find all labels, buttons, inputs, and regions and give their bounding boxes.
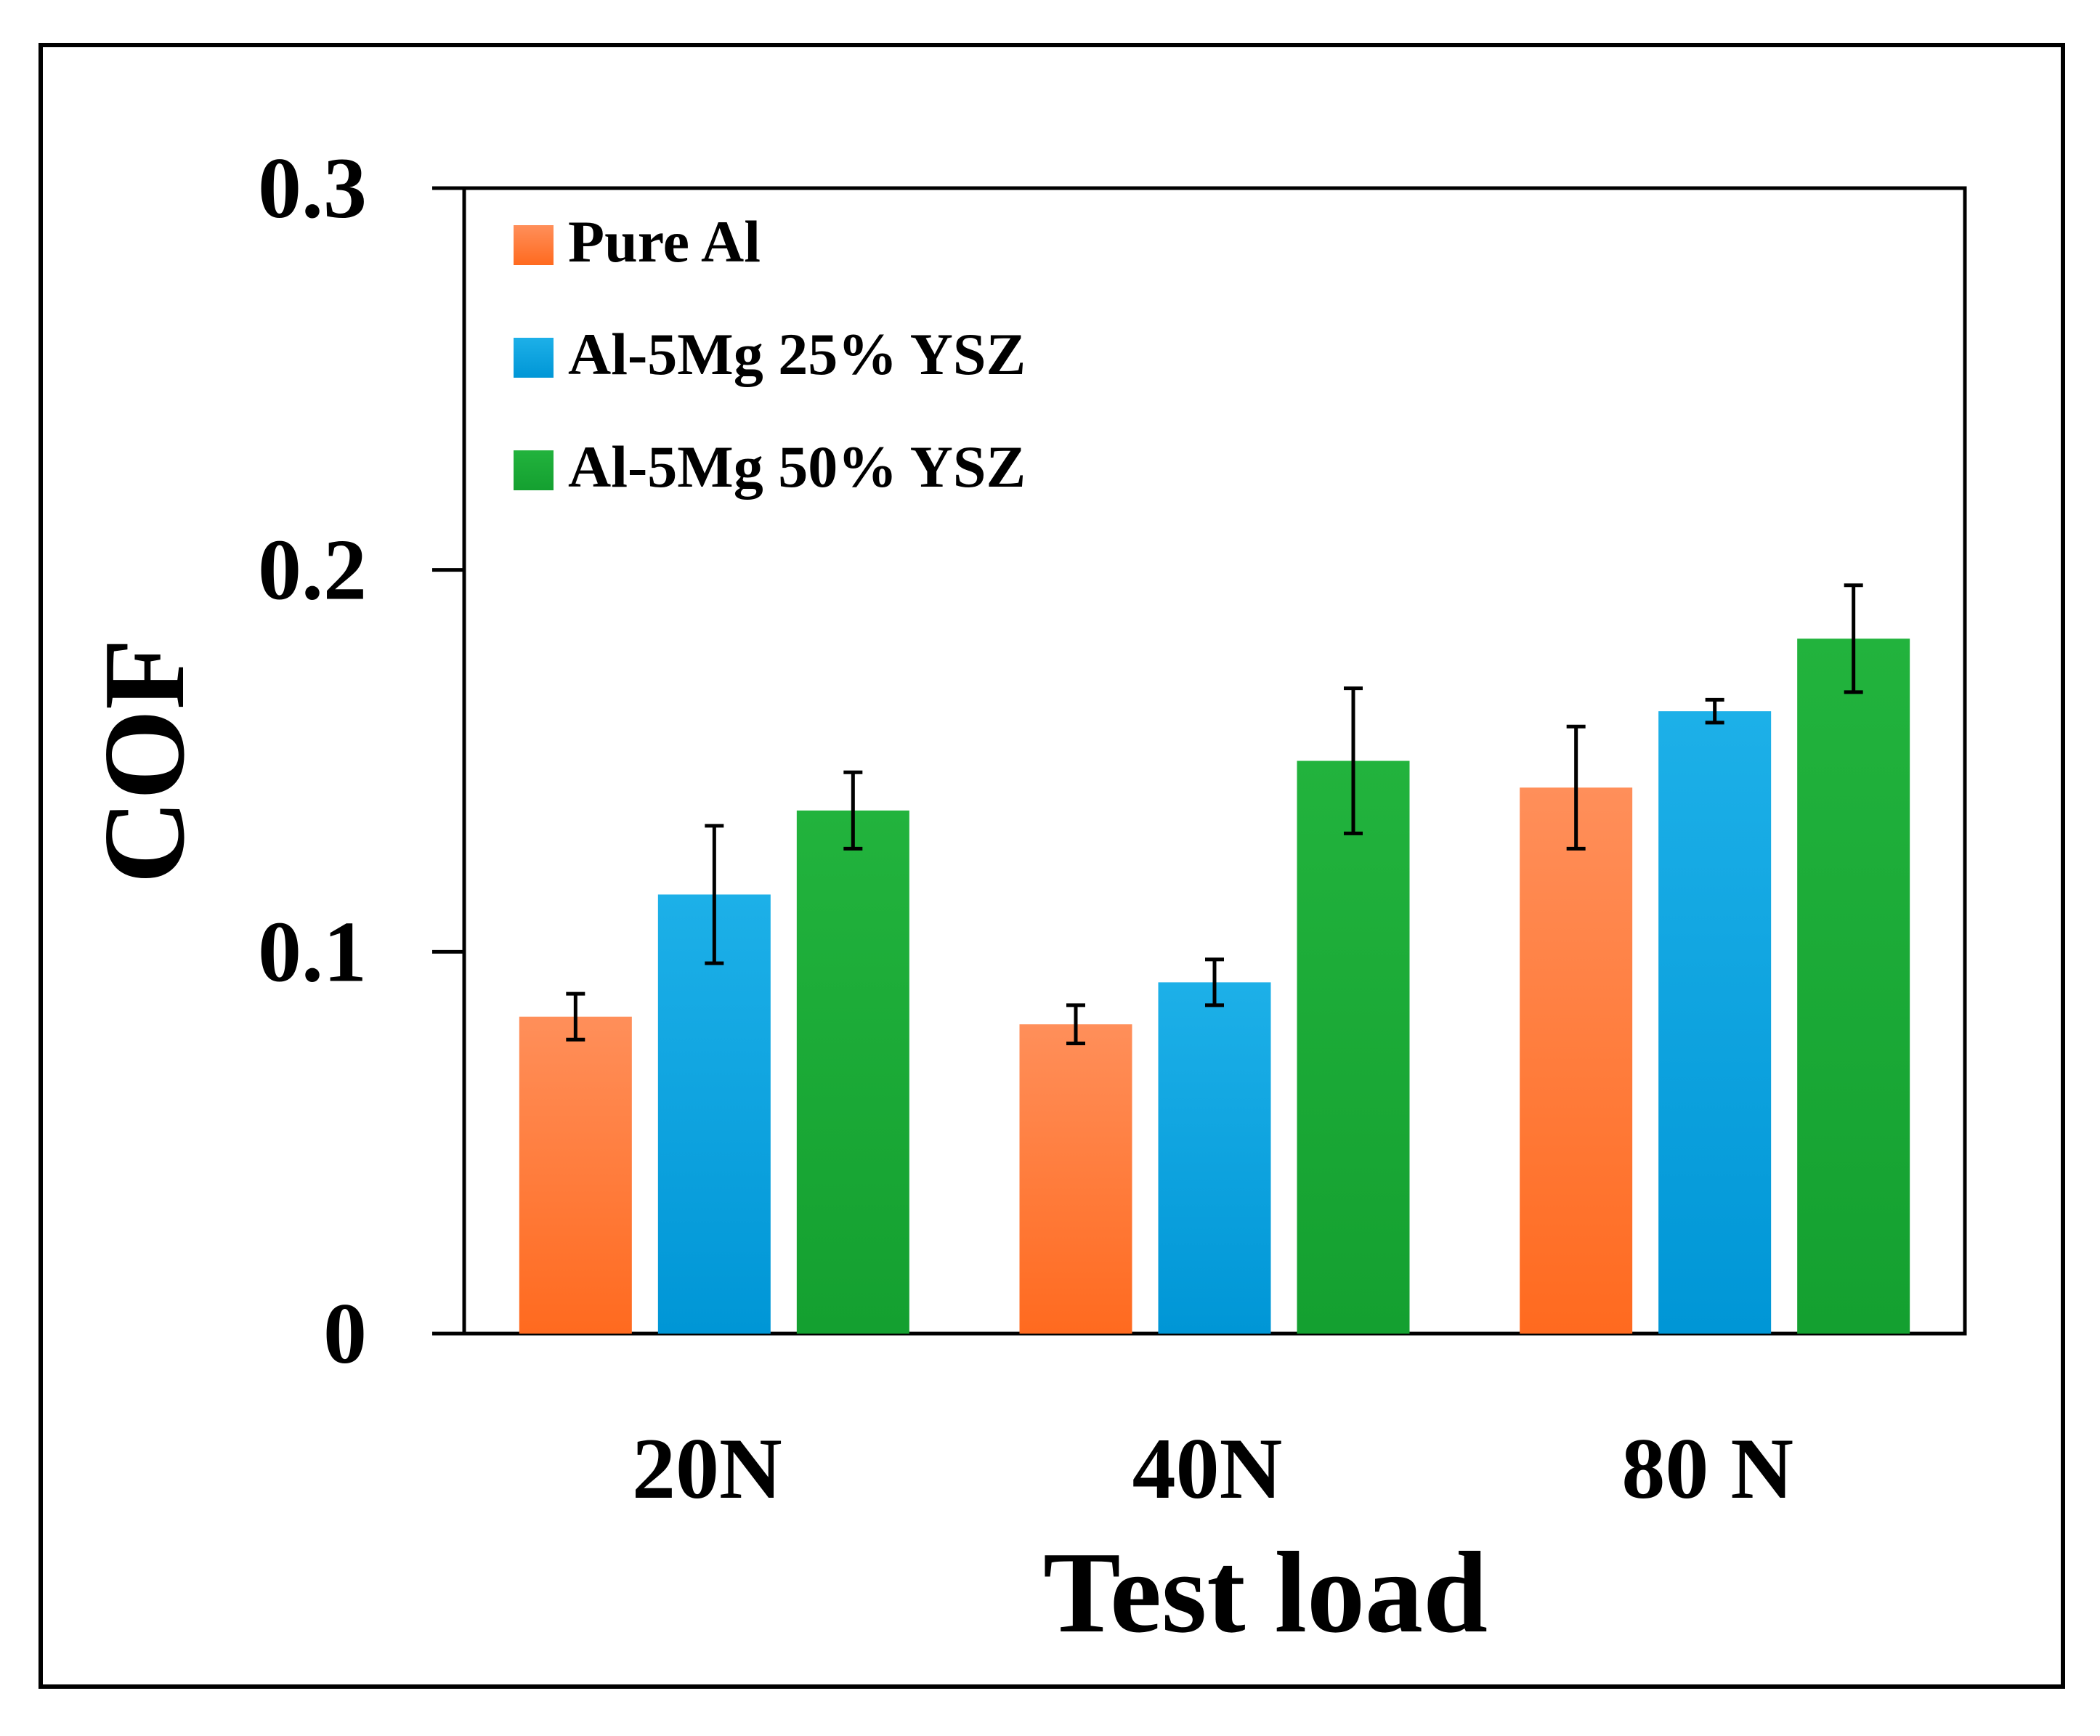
legend-swatch <box>514 450 554 490</box>
error-bar <box>1705 697 1724 725</box>
bar <box>1158 982 1271 1334</box>
y-tick-label: 0.2 <box>258 522 367 618</box>
error-bar <box>1344 686 1363 835</box>
error-bars <box>566 583 1863 1045</box>
bar <box>657 894 771 1334</box>
legend-label: Al-5Mg 50% YSZ <box>568 434 1026 500</box>
legend-swatch <box>514 338 554 378</box>
error-bar <box>1205 957 1224 1007</box>
x-tick-label: 80 N <box>1621 1420 1793 1517</box>
bar <box>519 1016 632 1334</box>
legend: Pure Al Al-5Mg 25% YSZ Al-5Mg 50% YSZ <box>514 208 1026 500</box>
legend-label: Al-5Mg 25% YSZ <box>568 321 1026 387</box>
bar <box>1658 711 1772 1334</box>
bar <box>796 810 909 1334</box>
y-tick-label: 0.1 <box>258 903 367 999</box>
legend-swatch <box>514 225 554 265</box>
bar <box>1797 638 1910 1334</box>
bar <box>1297 760 1410 1334</box>
x-axis-title: Test load <box>1043 1528 1488 1657</box>
error-bar <box>705 824 724 965</box>
bars <box>519 638 1910 1334</box>
y-axis: 0 0.1 0.2 0.3 <box>258 139 464 1382</box>
error-bar <box>1066 1003 1085 1045</box>
x-axis: 20N 40N 80 N <box>632 1420 1793 1517</box>
legend-label: Pure Al <box>568 208 761 275</box>
error-bar <box>1566 724 1586 851</box>
error-bar <box>1844 583 1863 694</box>
x-tick-label: 20N <box>632 1420 782 1517</box>
bar <box>1520 787 1633 1334</box>
x-tick-label: 40N <box>1132 1420 1283 1517</box>
y-tick-label: 0.3 <box>258 139 367 236</box>
y-axis-title: COF <box>79 638 208 884</box>
error-bar <box>566 991 585 1042</box>
y-tick-label: 0 <box>323 1285 367 1382</box>
error-bar <box>843 770 863 851</box>
bar <box>1019 1024 1132 1334</box>
